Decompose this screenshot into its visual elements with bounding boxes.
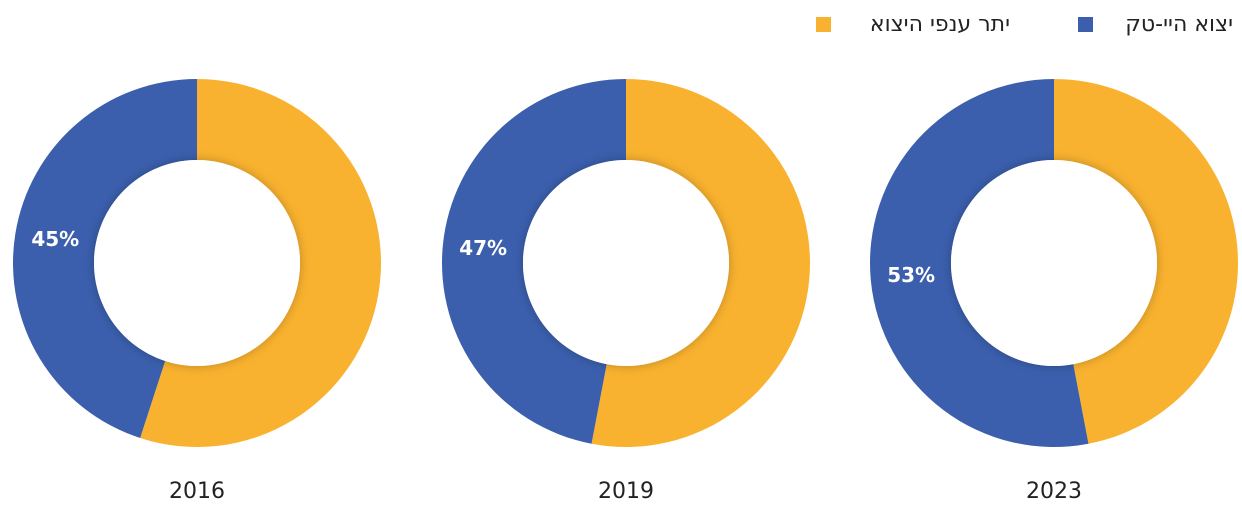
donut-hole <box>951 160 1157 366</box>
donut-segment <box>442 78 626 444</box>
donut-hole <box>523 160 729 366</box>
donut-segment <box>1054 79 1239 444</box>
donut-segment <box>13 79 198 438</box>
donut-segment <box>870 79 1089 447</box>
value-label: 53% <box>887 263 935 287</box>
category-label: 2019 <box>598 479 654 504</box>
value-label: 45% <box>31 227 79 251</box>
legend-swatch <box>816 17 831 32</box>
donut-hole <box>94 160 300 366</box>
value-label: 47% <box>459 236 507 260</box>
legend-swatch <box>1078 17 1093 32</box>
legend-label: יצוא היי-טק <box>1125 12 1233 37</box>
donut-segment <box>140 79 382 447</box>
category-label: 2016 <box>169 479 225 504</box>
legend-label: יתר ענפי היצוא <box>870 12 1010 37</box>
category-label: 2023 <box>1026 479 1082 504</box>
donut-segment <box>591 79 810 447</box>
